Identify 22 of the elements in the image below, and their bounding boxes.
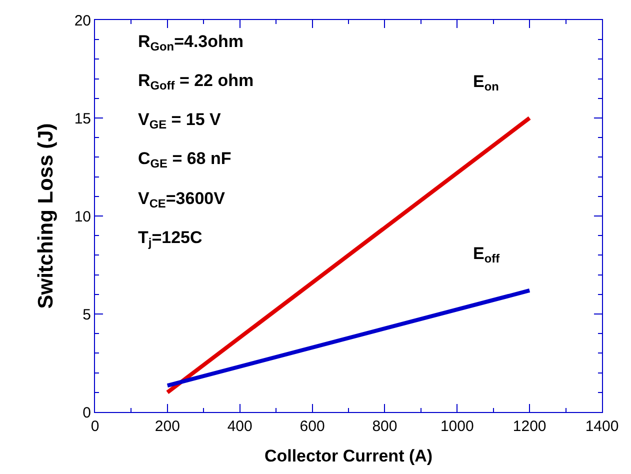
x-tick-label: 400 bbox=[227, 418, 252, 435]
y-tick-label: 15 bbox=[74, 110, 91, 128]
annotation: V$_{GE}$ = 15 V bbox=[138, 110, 222, 132]
annotation: C$_{GE}$ = 68 nF bbox=[138, 149, 232, 171]
x-tick-label: 1400 bbox=[585, 418, 619, 435]
annotation: R$_{Goff}$ = 22 ohm bbox=[138, 71, 254, 93]
y-tick-label: 10 bbox=[74, 208, 91, 226]
x-tick-label: 200 bbox=[154, 418, 180, 435]
x-tick-label: 1200 bbox=[512, 418, 546, 435]
annotation: R$_{Gon}$=4.3ohm bbox=[138, 32, 244, 54]
x-tick-label: 1000 bbox=[440, 418, 474, 435]
series-label: E$_{off}$ bbox=[473, 244, 500, 266]
y-axis-title: Switching Loss (J) bbox=[34, 123, 58, 309]
y-tick-label: 0 bbox=[82, 404, 91, 422]
annotation: V$_{CE}$=3600V bbox=[138, 189, 226, 211]
x-tick-label: 600 bbox=[300, 418, 325, 435]
y-tick-label: 20 bbox=[74, 12, 91, 30]
y-tick-label: 5 bbox=[82, 306, 91, 324]
annotation: T$_{j}$=125C bbox=[138, 228, 202, 250]
text: E$_{on}$ bbox=[473, 72, 499, 94]
x-axis-title: Collector Current (A) bbox=[264, 446, 433, 466]
x-tick-label: 800 bbox=[372, 418, 398, 435]
